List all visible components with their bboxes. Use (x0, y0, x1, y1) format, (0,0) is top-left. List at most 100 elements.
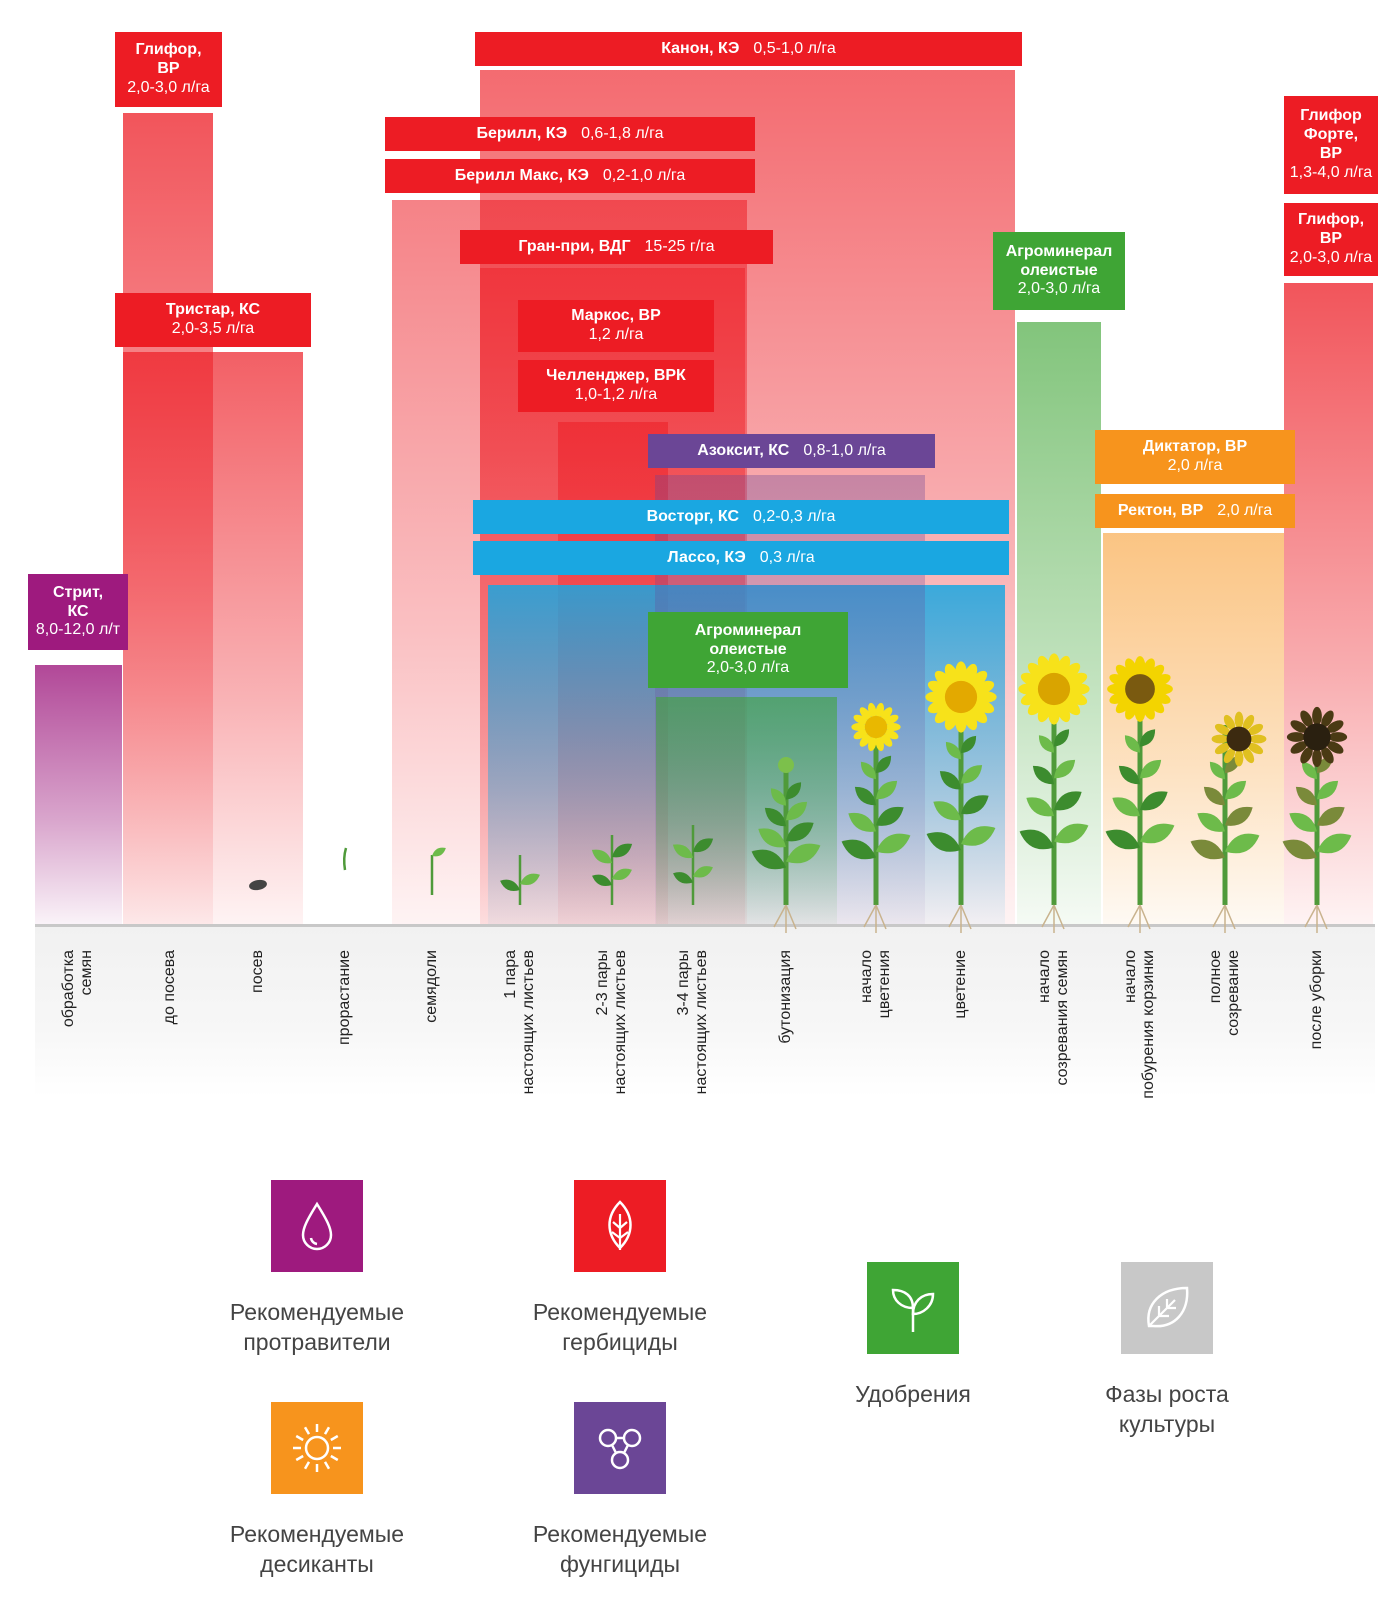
stage-axis-band (35, 927, 1375, 1097)
product-line: Гран-при, ВДГ 15-25 г/га (518, 238, 714, 257)
product-line: КС (67, 603, 88, 622)
product-strit: Стрит, КС 8,0-12,0 л/т (28, 574, 128, 650)
product-vostorg: Восторг, КС 0,2-0,3 л/га (473, 500, 1009, 534)
product-name: Глифор (1300, 107, 1362, 125)
stage-label-line: 1 пара (501, 950, 519, 999)
stage-label-line: созревания семян (1054, 950, 1071, 1086)
product-dose: 0,2-1,0 л/га (602, 166, 686, 184)
stage-label-s7: 2-3 пары настоящих листьев (582, 950, 642, 1120)
plant-pair2-icon (591, 835, 633, 905)
ground-line (35, 924, 1375, 927)
product-dose: 2,0 л/га (1217, 501, 1273, 519)
product-line: Стрит, (53, 584, 103, 603)
product-kanon: Канон, КЭ 0,5-1,0 л/га (475, 32, 1022, 66)
product-dose: 15-25 г/га (644, 237, 715, 255)
product-line: 1,3-4,0 л/га (1290, 164, 1372, 183)
plant-dry-icon (1282, 706, 1352, 933)
product-gliforforte: Глифор Форте, ВР 1,3-4,0 л/га (1284, 96, 1378, 194)
stage-label-line: полное (1206, 950, 1224, 1004)
legend-fungicide: Рекомендуемые фунгициды (470, 1402, 770, 1580)
product-line: Маркос, ВР (571, 307, 661, 326)
legend-label: Рекомендуемые фунгициды (470, 1520, 770, 1580)
sun-icon (271, 1402, 363, 1494)
stage-label-s5: семядоли (402, 950, 462, 1120)
stage-label-s4: прорастание (315, 950, 375, 1120)
product-dose: 2,0-3,0 л/га (1017, 280, 1101, 298)
product-line: 2,0-3,0 л/га (707, 659, 789, 678)
product-berill: Берилл, КЭ 0,6-1,8 л/га (385, 117, 755, 151)
product-line: Форте, (1304, 126, 1358, 145)
product-line: Азоксит, КС 0,8-1,0 л/га (697, 442, 885, 461)
product-glifor2: Глифор, ВР 2,0-3,0 л/га (1284, 203, 1378, 276)
product-line: Берилл Макс, КЭ 0,2-1,0 л/га (455, 167, 686, 186)
fertilizer-application-window (1017, 322, 1101, 925)
legend-growth_stage: Фазы роста культуры (1017, 1262, 1317, 1440)
product-dose: 0,3 л/га (759, 548, 815, 566)
product-dose: 0,8-1,0 л/га (803, 441, 886, 459)
product-line: Восторг, КС 0,2-0,3 л/га (647, 508, 836, 527)
product-line: Челленджер, ВРК (546, 367, 686, 386)
stage-label-line: посев (248, 950, 266, 993)
stage-label-line: до посева (160, 950, 178, 1025)
stage-label-line: созревание (1225, 950, 1242, 1036)
product-dose: 2,0-3,0 л/га (706, 659, 790, 677)
legend-label-line: десиканты (260, 1550, 374, 1577)
product-agromineral1: Агроминерал олеистые 2,0-3,0 л/га (648, 612, 848, 688)
plant-flower2-icon (925, 661, 997, 933)
product-granpri: Гран-при, ВДГ 15-25 г/га (460, 230, 773, 264)
fertilizer-application-window (656, 697, 837, 925)
plant-pair1-icon (500, 855, 540, 905)
stage-label-line: начало (1121, 950, 1139, 1004)
product-name: Форте, (1303, 126, 1359, 144)
legend-herbicide: Рекомендуемые гербициды (470, 1180, 770, 1358)
legend-label: Фазы роста культуры (1017, 1380, 1317, 1440)
product-line: 1,0-1,2 л/га (575, 386, 657, 405)
stage-label-line: 2-3 пары (593, 950, 611, 1016)
product-line: олеистые (709, 641, 786, 660)
product-dose: 2,0-3,5 л/га (171, 320, 255, 337)
product-name: олеистые (709, 640, 787, 658)
product-name: Берилл Макс, КЭ (454, 166, 589, 184)
stage-label-s9: бутонизация (756, 950, 816, 1120)
drop-icon (271, 1180, 363, 1272)
product-line: 1,2 л/га (589, 326, 644, 345)
legend-fertilizer: Удобрения (763, 1262, 1063, 1410)
product-name: Азоксит, КС (697, 441, 790, 459)
product-line: олеистые (1020, 262, 1097, 281)
plant-cotyledon-icon (430, 847, 446, 895)
legend-label-line: фунгициды (559, 1550, 681, 1577)
seed_treatment-application-window (35, 665, 122, 925)
plant-flower1-icon (841, 702, 911, 933)
product-azoksit: Азоксит, КС 0,8-1,0 л/га (648, 434, 935, 468)
leaf-icon (574, 1180, 666, 1272)
product-line: 2,0-3,5 л/га (172, 320, 254, 339)
product-line: 2,0-3,0 л/га (1290, 249, 1372, 268)
product-name: Ректон, ВР (1117, 501, 1204, 519)
stage-label-s13: начало побурения корзинки (1110, 950, 1170, 1120)
stage-label-s11: цветение (931, 950, 991, 1120)
plant-shoot-icon (342, 847, 348, 871)
legend-label-line: Рекомендуемые (532, 1521, 708, 1547)
product-dose: 2,0-3,0 л/га (1289, 248, 1373, 266)
product-dose: 0,5-1,0 л/га (753, 39, 836, 57)
plant-flower3-icon (1018, 653, 1090, 933)
stage-label-line: семядоли (422, 950, 440, 1023)
product-line: ВР (1320, 230, 1342, 249)
legend-label: Удобрения (763, 1380, 1063, 1410)
product-name: Лассо, КЭ (667, 548, 746, 566)
legend-label: Рекомендуемые десиканты (167, 1520, 467, 1580)
product-line: ВР (157, 60, 179, 79)
product-name: Глифор, (135, 41, 202, 59)
stage-label-line: прорастание (335, 950, 353, 1045)
product-lasso: Лассо, КЭ 0,3 л/га (473, 541, 1009, 575)
legend-label-line: гербициды (562, 1328, 678, 1355)
sprout-icon (867, 1262, 959, 1354)
stage-label-line: настоящих листьев (520, 950, 537, 1095)
product-agromineral2: Агроминерал олеистые 2,0-3,0 л/га (993, 232, 1125, 310)
product-line: Тристар, КС (166, 301, 260, 320)
product-name: Тристар, КС (165, 301, 261, 319)
product-name: Берилл, КЭ (476, 124, 568, 142)
stage-label-line: 3-4 пары (674, 950, 692, 1016)
